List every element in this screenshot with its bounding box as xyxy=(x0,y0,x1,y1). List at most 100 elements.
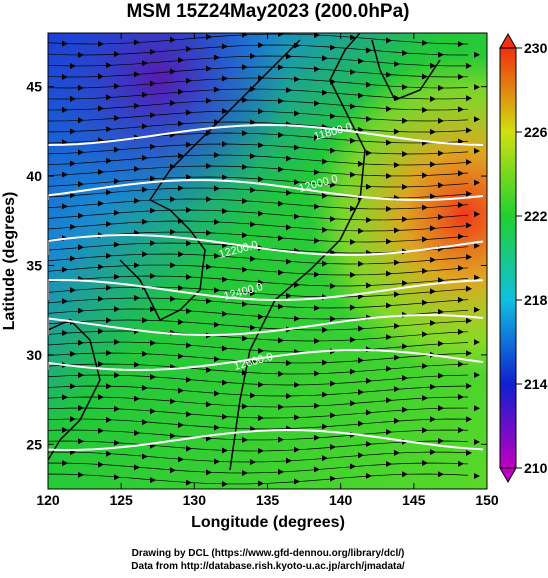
wind-arrow xyxy=(242,403,248,410)
wind-arrow xyxy=(458,460,464,467)
wind-arrow xyxy=(330,315,336,322)
wind-arrow xyxy=(242,301,248,308)
streamline xyxy=(48,374,469,386)
wind-arrow xyxy=(474,147,480,154)
wind-arrow xyxy=(458,328,464,335)
wind-arrow xyxy=(222,447,228,454)
wind-arrow xyxy=(386,334,392,341)
wind-arrow xyxy=(314,203,320,210)
wind-arrow xyxy=(422,460,428,467)
x-tick-label: 135 xyxy=(256,492,280,508)
wind-arrow xyxy=(222,108,228,115)
wind-arrow xyxy=(402,406,408,413)
wind-arrow xyxy=(70,350,76,357)
x-axis-label: Longitude (degrees) xyxy=(191,514,345,531)
wind-arrow xyxy=(358,325,364,332)
wind-arrow xyxy=(294,315,300,322)
wind-arrow xyxy=(402,471,408,478)
wind-arrow xyxy=(242,97,248,104)
wind-arrow xyxy=(474,51,480,58)
wind-arrow xyxy=(142,350,148,357)
wind-arrow xyxy=(206,366,212,373)
wind-arrow xyxy=(350,205,356,212)
wind-arrow xyxy=(106,157,112,164)
wind-arrow xyxy=(150,273,156,280)
wind-arrow xyxy=(258,279,264,286)
wind-arrow xyxy=(402,280,408,287)
wind-arrow xyxy=(438,405,444,412)
wind-arrow xyxy=(278,468,284,475)
wind-arrow xyxy=(206,298,212,305)
wind-arrow xyxy=(402,50,408,57)
wind-arrow xyxy=(206,469,212,476)
wind-arrow xyxy=(222,345,228,352)
wind-arrow xyxy=(350,68,356,75)
wind-arrow xyxy=(258,480,264,487)
wind-arrow xyxy=(70,383,76,390)
contour-line xyxy=(48,428,484,451)
wind-arrow xyxy=(422,362,428,369)
wind-arrow xyxy=(170,196,176,203)
wind-arrow xyxy=(314,466,320,473)
wind-arrow xyxy=(134,262,140,269)
wind-arrow xyxy=(394,322,400,329)
wind-arrow xyxy=(114,83,120,90)
wind-arrow xyxy=(366,216,372,223)
wind-arrow xyxy=(98,295,104,302)
x-tick-label: 140 xyxy=(329,492,353,508)
wind-arrow xyxy=(474,211,480,218)
wind-arrow xyxy=(314,434,320,441)
wind-arrow xyxy=(430,256,436,263)
wind-arrow xyxy=(350,137,356,144)
wind-arrow xyxy=(142,60,148,67)
wind-arrow xyxy=(242,163,248,170)
wind-arrow xyxy=(178,422,184,429)
wind-arrow xyxy=(134,429,140,436)
wind-arrow xyxy=(466,350,472,357)
wind-arrow xyxy=(286,457,292,464)
wind-arrow xyxy=(186,411,192,418)
x-tick-label: 145 xyxy=(402,492,426,508)
wind-arrow xyxy=(466,127,472,134)
wind-arrow xyxy=(258,142,264,149)
wind-arrow xyxy=(278,337,284,344)
wind-arrow xyxy=(98,200,104,207)
wind-arrow xyxy=(250,324,256,331)
wind-arrow xyxy=(242,64,248,71)
wind-arrow xyxy=(466,253,472,260)
wind-arrow xyxy=(114,372,120,379)
wind-arrow xyxy=(330,44,336,51)
wind-arrow xyxy=(366,81,372,88)
wind-arrow xyxy=(186,174,192,181)
wind-arrow xyxy=(170,295,176,302)
wind-arrow xyxy=(258,75,264,82)
wind-arrow xyxy=(358,260,364,267)
wind-arrow xyxy=(458,394,464,401)
wind-arrow xyxy=(474,274,480,281)
wind-arrow xyxy=(214,321,220,328)
wind-arrow xyxy=(474,339,480,346)
wind-arrow xyxy=(466,190,472,197)
wind-arrow xyxy=(114,339,120,346)
wind-arrow xyxy=(178,318,184,325)
wind-arrow xyxy=(170,36,176,43)
wind-arrow xyxy=(242,197,248,204)
wind-arrow xyxy=(422,427,428,434)
wind-arrow xyxy=(458,170,464,177)
wind-arrow xyxy=(258,313,264,320)
wind-arrow xyxy=(430,193,436,200)
wind-arrow xyxy=(142,218,148,225)
wind-arrow xyxy=(322,89,328,96)
wind-arrow xyxy=(98,328,104,335)
wind-arrow xyxy=(250,221,256,228)
wind-arrow xyxy=(250,255,256,262)
wind-arrow xyxy=(366,472,372,479)
wind-arrow xyxy=(438,340,444,347)
wind-arrow xyxy=(358,357,364,364)
wind-arrow xyxy=(422,394,428,401)
wind-arrow xyxy=(186,109,192,116)
wind-arrow xyxy=(62,329,68,336)
wind-arrow xyxy=(70,287,76,294)
wind-arrow xyxy=(222,43,228,50)
wind-arrow xyxy=(350,103,356,110)
